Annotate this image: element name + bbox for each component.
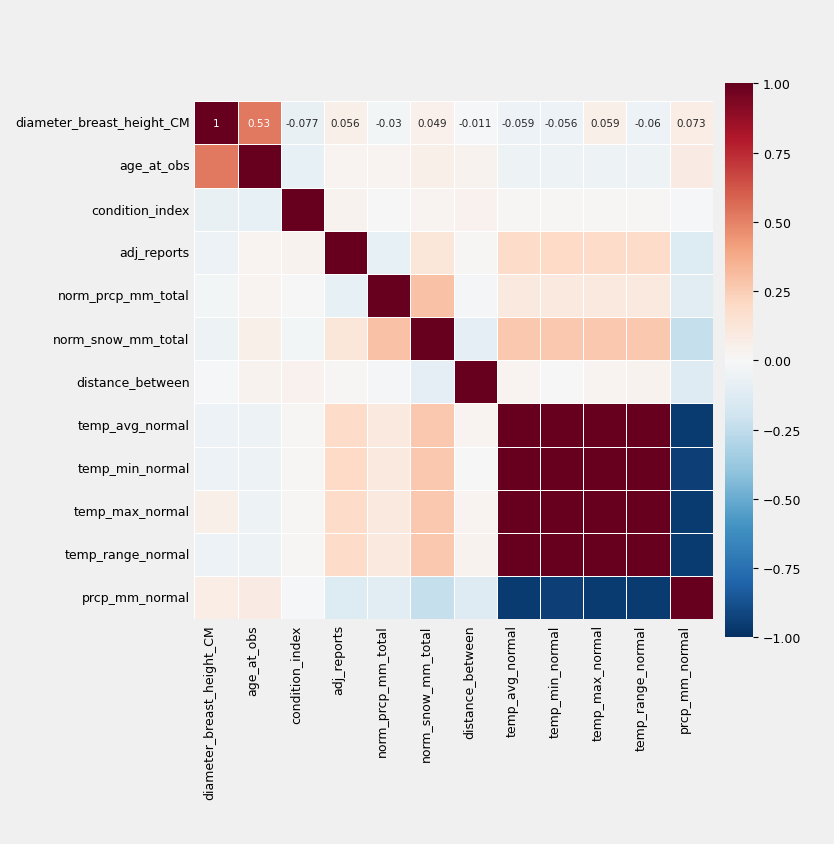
Text: 0.059: 0.059	[590, 119, 620, 128]
Text: -0.056: -0.056	[545, 119, 578, 128]
Text: -0.011: -0.011	[459, 119, 492, 128]
Text: 0.073: 0.073	[676, 119, 706, 128]
Text: -0.03: -0.03	[375, 119, 402, 128]
Text: 0.53: 0.53	[248, 119, 271, 128]
Text: -0.077: -0.077	[286, 119, 319, 128]
Text: 1: 1	[213, 119, 219, 128]
Text: -0.06: -0.06	[635, 119, 661, 128]
Text: 0.049: 0.049	[417, 119, 447, 128]
Text: -0.059: -0.059	[502, 119, 535, 128]
Text: 0.056: 0.056	[331, 119, 360, 128]
